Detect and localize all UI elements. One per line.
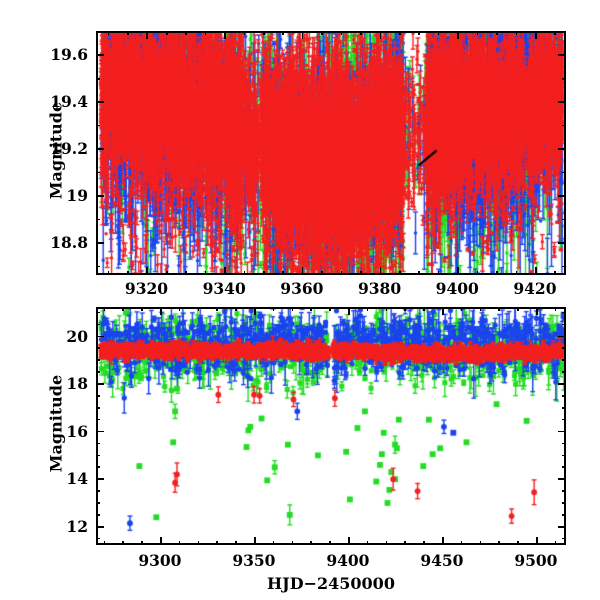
ytick-label: 20: [66, 326, 88, 346]
ytick-label: 19: [66, 186, 88, 206]
xtick-label: 9400: [435, 279, 479, 298]
top-panel-plot-area: [96, 31, 566, 275]
xtick-label: 9320: [124, 279, 169, 298]
ytick-label: 14: [66, 469, 88, 489]
ytick-label: 19.2: [50, 139, 88, 159]
bottom-panel-ylabel: Magnitude: [46, 374, 66, 473]
top-panel-ylabel: Magnitude: [46, 101, 66, 200]
ytick-label: 18: [66, 374, 88, 394]
xtick-label: 9340: [202, 279, 246, 298]
top-panel-canvas: [98, 33, 564, 273]
ytick-label: 16: [66, 421, 88, 441]
ytick-label: 19.6: [50, 45, 88, 65]
ytick-label: 12: [66, 516, 88, 536]
xtick-label: 9300: [138, 551, 182, 570]
xtick-label: 9350: [232, 551, 276, 570]
xtick-label: 9380: [357, 279, 402, 298]
xtick-label: 9420: [513, 279, 557, 298]
xtick-label: 9400: [326, 551, 370, 570]
xtick-label: 9500: [514, 551, 558, 570]
bottom-panel-xlabel: HJD−2450000: [267, 574, 395, 593]
bottom-panel-plot-area: [96, 307, 566, 545]
ytick-label: 19.4: [50, 92, 88, 112]
xtick-label: 9450: [420, 551, 464, 570]
bottom-panel-canvas: [98, 309, 564, 543]
xtick-label: 9360: [280, 279, 324, 298]
ytick-label: 18.8: [50, 233, 88, 253]
